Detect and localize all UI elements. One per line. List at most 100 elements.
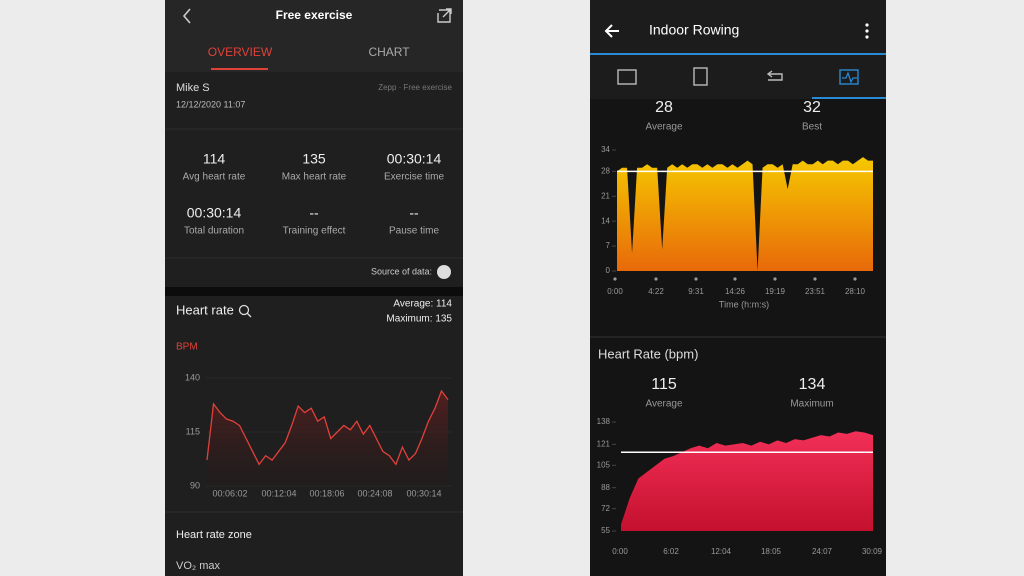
tab-underline <box>812 97 886 99</box>
stat-value: 00:30:14 <box>387 151 442 167</box>
stat-value: 134 <box>799 376 826 393</box>
left-header <box>165 0 463 72</box>
x-tick-label: 18:05 <box>761 547 782 556</box>
x-tick-label: 24:07 <box>812 547 833 556</box>
x-tick-label: 4:22 <box>648 287 664 296</box>
x-tick-label: 12:04 <box>711 547 732 556</box>
section-title: Heart rate zone <box>176 529 252 541</box>
stat-value: 135 <box>302 151 326 167</box>
x-tick-label: 9:31 <box>688 287 704 296</box>
stat-value: 00:30:14 <box>187 205 242 221</box>
x-tick-label: 19:19 <box>765 287 786 296</box>
back-button[interactable] <box>604 24 619 38</box>
y-tick-label: 28 <box>601 166 610 175</box>
x-tick-dot <box>613 277 617 281</box>
x-tick-label: 00:18:06 <box>309 488 344 498</box>
stat-label: Max heart rate <box>282 172 347 183</box>
area <box>621 431 873 531</box>
tab-icon-graph <box>842 71 857 84</box>
x-tick-dot <box>694 277 698 281</box>
tab-icon[interactable] <box>766 70 783 81</box>
x-tick-label: 0:00 <box>612 547 628 556</box>
tab-bar <box>590 55 886 99</box>
right-header <box>590 0 886 54</box>
x-tick-label: 00:06:02 <box>212 488 247 498</box>
y-tick-label: 55 <box>601 526 610 535</box>
y-tick-label: 88 <box>601 483 610 492</box>
menu-dot <box>865 35 869 39</box>
stat-value: 115 <box>651 376 677 393</box>
stat-label: Total duration <box>184 226 244 237</box>
source: Zepp · Free exercise <box>378 83 452 92</box>
tab-icon[interactable] <box>693 67 708 86</box>
tab[interactable]: OVERVIEW <box>208 45 273 59</box>
stat-value: 32 <box>803 99 821 116</box>
line-area <box>207 390 448 486</box>
x-tick-dot <box>853 277 857 281</box>
user-name: Mike S <box>176 82 210 94</box>
menu-button[interactable] <box>865 23 869 27</box>
header-line <box>590 53 886 55</box>
y-tick-label: 138 <box>597 417 611 426</box>
menu-dot <box>865 29 869 33</box>
x-tick-label: 00:30:14 <box>406 488 441 498</box>
x-tick-dot <box>813 277 817 281</box>
stat-label: Average <box>645 399 683 410</box>
y-tick-label: 90 <box>190 480 200 490</box>
stat-value: 114 <box>203 151 226 167</box>
y-tick-label: 14 <box>601 216 610 225</box>
x-tick-dot <box>654 277 658 281</box>
back-button[interactable] <box>182 8 191 24</box>
zoom-button[interactable] <box>238 304 250 316</box>
x-tick-label: 00:24:08 <box>357 488 392 498</box>
x-tick-dot <box>773 277 777 281</box>
y-tick-label: 72 <box>601 504 610 513</box>
x-tick-label: 6:02 <box>663 547 679 556</box>
y-tick-label: 140 <box>185 372 200 382</box>
y-tick-label: 121 <box>597 439 611 448</box>
section-title: VO₂ max <box>176 560 221 572</box>
stat-label: Training effect <box>283 226 346 237</box>
axis-label: BPM <box>176 342 198 353</box>
y-tick-label: 0 <box>606 266 611 275</box>
tab[interactable]: CHART <box>368 45 410 59</box>
stat-label: Pause time <box>389 226 439 237</box>
page-title: Free exercise <box>276 8 353 22</box>
x-tick-label: 23:51 <box>805 287 826 296</box>
x-tick-label: 14:26 <box>725 287 746 296</box>
zoom-button-handle <box>246 312 252 318</box>
date: 12/12/2020 11:07 <box>176 99 245 109</box>
stat-label: Avg heart rate <box>183 172 246 183</box>
section-gap <box>165 287 463 296</box>
stat-label: Average <box>645 122 683 133</box>
stat-label: Exercise time <box>384 172 444 183</box>
page-title: Indoor Rowing <box>649 22 739 38</box>
stat-label: Best <box>802 122 822 133</box>
source-label: Source of data: <box>371 266 432 276</box>
stat-label: Maximum <box>790 399 833 410</box>
x-tick-label: 30:09 <box>862 547 883 556</box>
area <box>617 157 873 271</box>
section-title: Heart rate <box>176 302 234 317</box>
tab-underline <box>211 68 268 70</box>
x-tick-label: 00:12:04 <box>261 488 296 498</box>
average: Average: 114 <box>393 299 452 310</box>
stat-value: 28 <box>655 99 673 116</box>
tab-icon-selected[interactable] <box>839 69 859 85</box>
y-tick-label: 105 <box>597 460 611 469</box>
y-tick-label: 7 <box>606 241 611 250</box>
axis-title: Time (h:m:s) <box>719 299 769 309</box>
tab-icon[interactable] <box>617 69 637 85</box>
y-tick-label: 21 <box>601 191 610 200</box>
x-tick-dot <box>733 277 737 281</box>
share-button[interactable] <box>437 8 452 23</box>
line <box>206 389 449 466</box>
source-icon <box>437 265 451 279</box>
stat-value: -- <box>309 205 319 221</box>
stat-value: -- <box>409 205 419 221</box>
x-tick-label: 28:10 <box>845 287 866 296</box>
maximum: Maximum: 135 <box>386 314 452 325</box>
y-tick-label: 34 <box>601 145 610 154</box>
